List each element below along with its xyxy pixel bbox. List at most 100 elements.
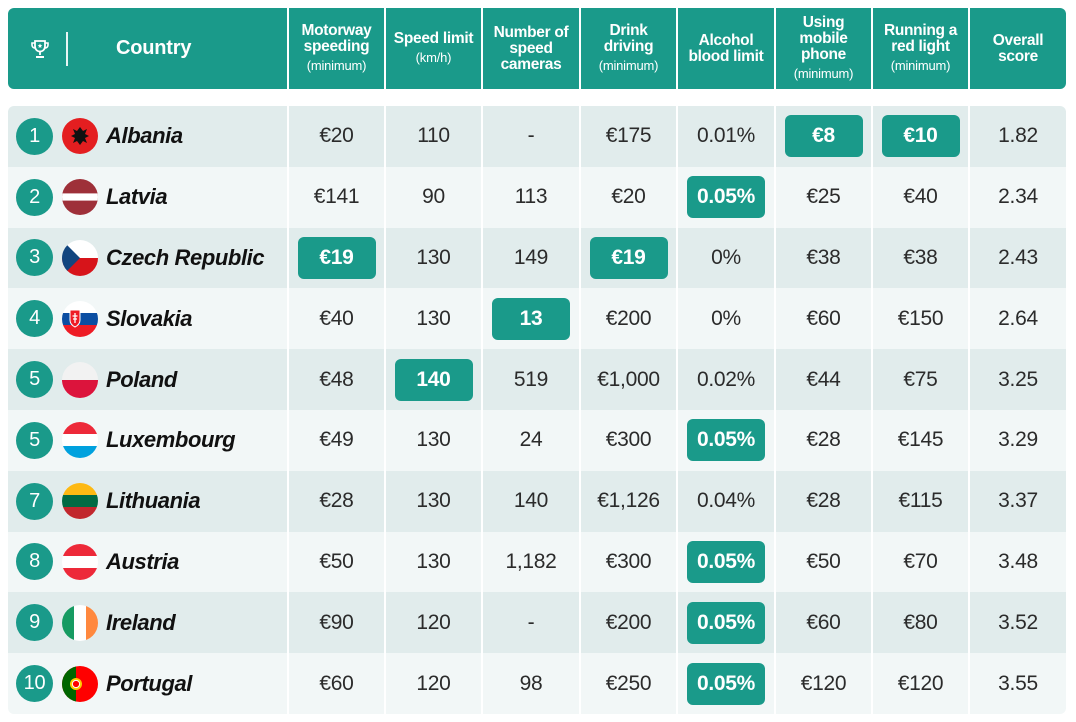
cell-alcohol-blood-limit: 0.05% (676, 592, 774, 654)
cell-value: 3.55 (998, 671, 1038, 695)
cell-value: 3.29 (998, 428, 1038, 452)
column-header-overall-score: Overall score (968, 8, 1066, 89)
cell-value: €38 (903, 245, 938, 269)
cell-value: €250 (605, 671, 652, 695)
cell-value: 113 (514, 185, 548, 209)
cell-value: 0% (711, 245, 741, 269)
highlighted-value: €8 (784, 115, 863, 158)
cell-value: €300 (605, 549, 652, 573)
cell-alcohol-blood-limit: 0.05% (676, 409, 774, 471)
country-header-cell: Country (8, 8, 287, 89)
cell-overall-score: 2.43 (968, 227, 1066, 289)
cell-value: 2.43 (998, 245, 1038, 269)
country-cell: 7 Lithuania (8, 471, 287, 532)
cell-motorway-speeding: €90 (287, 592, 384, 654)
highlighted-value: 0.05% (687, 419, 765, 462)
cell-speed-cameras: 24 (481, 409, 579, 471)
cell-value: €200 (605, 610, 652, 634)
cell-value: €175 (605, 124, 652, 148)
cell-value: 0.02% (696, 367, 756, 391)
country-column-header: Country (116, 37, 192, 59)
cell-speed-limit: 120 (384, 592, 481, 654)
rank-badge: 2 (16, 178, 53, 216)
cell-value: €28 (806, 489, 841, 513)
column-header-mobile-phone: Using mobile phone (minimum) (774, 8, 871, 89)
country-name: Albania (106, 123, 183, 149)
cell-value: €20 (319, 124, 354, 148)
country-name: Lithuania (106, 488, 201, 514)
country-name: Portugal (106, 670, 193, 696)
cell-drink-driving: €19 (579, 227, 676, 289)
cell-value: 90 (422, 185, 445, 209)
table-header: Country Motorway speeding (minimum) Spee… (8, 8, 1066, 89)
cell-value: €120 (897, 671, 944, 695)
cell-alcohol-blood-limit: 0.05% (676, 531, 774, 593)
cell-value: €38 (806, 245, 841, 269)
highlighted-value: 0.05% (687, 662, 765, 705)
cell-mobile-phone: €120 (774, 653, 871, 714)
cell-motorway-speeding: €49 (287, 409, 384, 471)
cell-red-light: €115 (871, 470, 968, 532)
table-row: 5 Poland €48 140 519 €1,000 0.02% €44 €75 3.25 (8, 349, 1066, 410)
cell-speed-limit: 140 (384, 349, 481, 410)
column-header-speed-cameras: Number of speed cameras (481, 8, 579, 89)
cell-value: €60 (806, 306, 841, 330)
country-cell: 4 Slovakia (8, 288, 287, 349)
cell-motorway-speeding: €60 (287, 653, 384, 714)
highlighted-value: 0.05% (687, 540, 765, 583)
country-name: Austria (106, 548, 179, 574)
cell-speed-limit: 110 (384, 106, 481, 167)
cell-value: 110 (417, 124, 450, 148)
cell-motorway-speeding: €28 (287, 470, 384, 532)
highlighted-value: €19 (589, 236, 668, 279)
country-name: Slovakia (106, 305, 193, 331)
highlighted-value: €19 (297, 236, 376, 279)
cell-alcohol-blood-limit: 0.05% (676, 166, 774, 228)
cell-drink-driving: €1,126 (579, 470, 676, 532)
cell-motorway-speeding: €20 (287, 106, 384, 167)
cell-value: 130 (416, 549, 451, 573)
flag-luxembourg-icon (62, 422, 98, 459)
cell-value: 0.04% (696, 489, 756, 513)
table-row: 9 Ireland €90 120 - €200 0.05% €60 €80 3.52 (8, 592, 1066, 654)
cell-value: 130 (416, 306, 451, 330)
cell-speed-cameras: 140 (481, 470, 579, 532)
cell-value: €150 (897, 306, 944, 330)
cell-speed-cameras: 98 (481, 653, 579, 714)
cell-value: - (527, 610, 535, 634)
cell-red-light: €145 (871, 409, 968, 471)
column-header-drink-driving: Drink driving (minimum) (579, 8, 676, 89)
cell-value: €70 (903, 549, 938, 573)
rank-badge: 9 (16, 604, 53, 642)
flag-austria-icon (62, 543, 98, 580)
table-row: 5 Luxembourg €49 130 24 €300 0.05% €28 €145 3.29 (8, 409, 1066, 471)
cell-value: €50 (806, 549, 841, 573)
cell-value: 1,182 (505, 549, 557, 573)
highlighted-value: 0.05% (687, 601, 765, 644)
cell-alcohol-blood-limit: 0.01% (676, 106, 774, 167)
rank-badge: 3 (16, 239, 53, 277)
flag-poland-icon (62, 361, 98, 398)
rank-badge: 8 (16, 543, 53, 581)
country-cell: 3 Czech Republic (8, 228, 287, 289)
ranking-table: 1 Albania €20 110 - €175 0.01% €8 €10 1.82 2 Latvia… (8, 106, 1066, 714)
country-name: Luxembourg (106, 427, 236, 453)
cell-value: €115 (898, 489, 943, 513)
cell-value: 519 (513, 367, 549, 391)
cell-mobile-phone: €25 (774, 166, 871, 228)
cell-value: €40 (319, 306, 354, 330)
header-divider (66, 31, 68, 66)
cell-value: 120 (416, 610, 451, 634)
rank-badge: 1 (16, 117, 53, 155)
cell-value: 3.48 (998, 549, 1038, 573)
cell-mobile-phone: €28 (774, 470, 871, 532)
cell-value: €200 (605, 306, 652, 330)
cell-motorway-speeding: €50 (287, 531, 384, 593)
cell-value: €49 (319, 428, 354, 452)
rank-badge: 5 (16, 421, 53, 459)
cell-value: 130 (416, 245, 451, 269)
cell-drink-driving: €300 (579, 531, 676, 593)
cell-value: €1,126 (597, 489, 660, 513)
cell-motorway-speeding: €40 (287, 288, 384, 350)
cell-overall-score: 3.55 (968, 653, 1066, 714)
